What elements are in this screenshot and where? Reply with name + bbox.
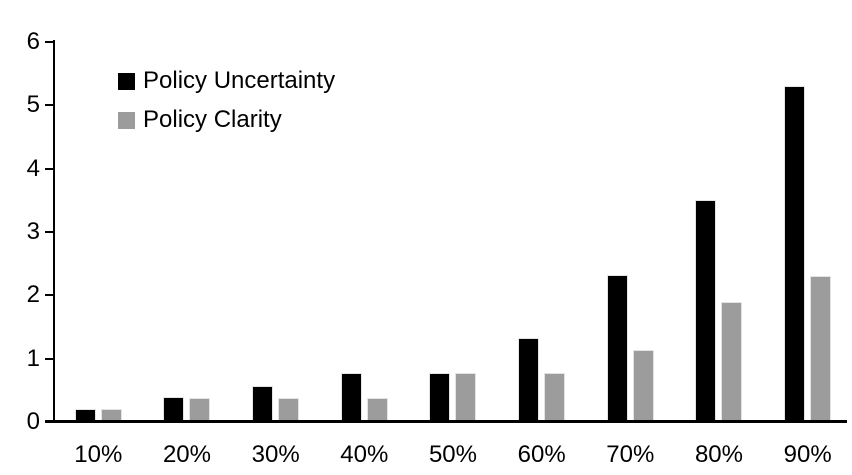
legend-item-policy-clarity: Policy Clarity <box>118 108 335 132</box>
bar-group <box>497 42 586 422</box>
bar-policy-uncertainty <box>606 275 628 422</box>
bar-policy-clarity <box>721 302 743 422</box>
bar-policy-clarity <box>366 398 388 422</box>
y-axis-tick-label: 6 <box>26 28 40 55</box>
bar-policy-uncertainty <box>695 200 717 422</box>
bar-policy-uncertainty <box>74 409 96 422</box>
y-axis-tick-label: 4 <box>26 154 40 182</box>
bar-policy-clarity <box>544 373 566 422</box>
bar-policy-uncertainty <box>429 373 451 422</box>
bar-policy-uncertainty <box>252 386 274 422</box>
legend: Policy Uncertainty Policy Clarity <box>118 69 335 147</box>
bar-policy-clarity <box>632 350 654 422</box>
bar-policy-clarity <box>100 409 122 422</box>
bar-group <box>320 42 409 422</box>
y-axis-line <box>53 40 55 422</box>
y-axis-tick-label: 3 <box>26 218 40 245</box>
x-axis-label: 60% <box>517 441 566 468</box>
x-axis-label: 80% <box>694 441 743 468</box>
x-axis-label: 10% <box>74 441 123 468</box>
y-axis-tick-mark <box>45 231 54 233</box>
x-axis-label: 90% <box>783 441 832 468</box>
legend-label: Policy Clarity <box>143 106 282 133</box>
bar-policy-clarity <box>189 398 211 422</box>
y-axis-tick-label: 1 <box>26 344 40 372</box>
bar-policy-clarity <box>455 373 477 422</box>
x-axis-label: 30% <box>251 441 300 468</box>
bar-group <box>586 42 675 422</box>
bar-policy-clarity <box>278 398 300 422</box>
x-axis-label: 70% <box>606 441 655 468</box>
y-axis-tick-mark <box>45 294 54 297</box>
y-axis-tick-mark <box>45 357 54 360</box>
bar-policy-clarity <box>810 276 832 422</box>
bar-policy-uncertainty <box>784 86 806 422</box>
legend-swatch-gray-icon <box>118 111 135 129</box>
y-axis-tick-label: 5 <box>26 91 40 119</box>
y-axis-tick-mark <box>45 104 54 107</box>
y-axis-tick-label: 2 <box>26 281 40 309</box>
legend-item-policy-uncertainty: Policy Uncertainty <box>118 69 335 93</box>
x-axis-label: 40% <box>340 441 389 468</box>
bar-group <box>675 42 764 422</box>
y-axis-tick-mark <box>45 41 54 43</box>
bar-group <box>54 42 143 422</box>
y-axis-tick-mark <box>45 167 54 170</box>
x-axis-label: 20% <box>162 441 211 468</box>
legend-label: Policy Uncertainty <box>143 67 336 94</box>
bar-policy-uncertainty <box>163 397 185 422</box>
bar-policy-uncertainty <box>340 373 362 422</box>
bar-group <box>143 42 232 422</box>
x-axis-line <box>45 420 847 423</box>
x-axis-label: 50% <box>428 441 477 468</box>
bar-group <box>409 42 498 422</box>
bar-policy-uncertainty <box>518 338 540 422</box>
bar-group <box>763 42 852 422</box>
bar-group <box>231 42 320 422</box>
y-axis-tick-label: 0 <box>26 408 40 435</box>
legend-swatch-black-icon <box>118 72 135 90</box>
